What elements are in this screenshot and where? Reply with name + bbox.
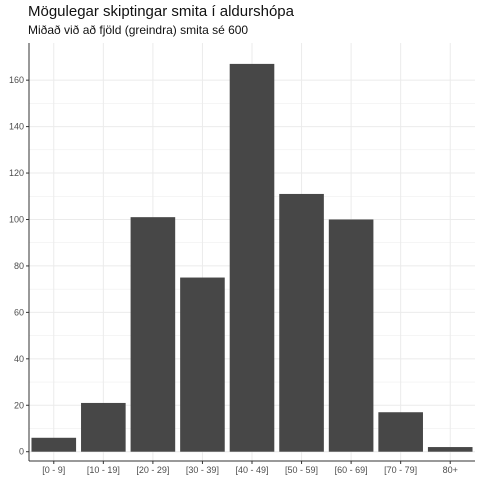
bars bbox=[31, 63, 473, 452]
bar bbox=[180, 277, 225, 452]
x-tick-label: [0 - 9] bbox=[42, 465, 65, 475]
y-tick-label: 60 bbox=[14, 307, 24, 317]
x-tick-label: [60 - 69] bbox=[335, 465, 368, 475]
bar bbox=[328, 219, 374, 452]
y-tick-label: 140 bbox=[9, 122, 24, 132]
bar bbox=[229, 63, 275, 452]
bar bbox=[279, 193, 324, 452]
y-tick-label: 0 bbox=[19, 447, 24, 457]
chart-title: Mögulegar skiptingar smita í aldurshópa bbox=[28, 3, 294, 20]
y-tick-label: 40 bbox=[14, 354, 24, 364]
x-tick-label: [30 - 39] bbox=[186, 465, 219, 475]
x-tick-label: 80+ bbox=[443, 465, 458, 475]
chart-subtitle: Miðað við að fjöld (greindra) smita sé 6… bbox=[28, 23, 249, 37]
y-tick-label: 80 bbox=[14, 261, 24, 271]
y-tick-label: 20 bbox=[14, 400, 24, 410]
y-tick-label: 120 bbox=[9, 168, 24, 178]
x-tick-label: [40 - 49] bbox=[235, 465, 268, 475]
x-tick-label: [10 - 19] bbox=[87, 465, 120, 475]
bar bbox=[378, 412, 423, 452]
x-tick-label: [70 - 79] bbox=[384, 465, 417, 475]
bar bbox=[81, 402, 126, 452]
tick-labels: 0 20 40 60 80 100 120 140 160 [0 - 9] [10 - 19] [20… bbox=[9, 75, 458, 475]
axes bbox=[26, 43, 475, 464]
bar bbox=[130, 217, 176, 452]
y-tick-label: 160 bbox=[9, 75, 24, 85]
bar bbox=[31, 437, 77, 452]
bar bbox=[427, 447, 473, 452]
y-tick-label: 100 bbox=[9, 214, 24, 224]
x-tick-label: [50 - 59] bbox=[285, 465, 318, 475]
x-tick-label: [20 - 29] bbox=[136, 465, 169, 475]
